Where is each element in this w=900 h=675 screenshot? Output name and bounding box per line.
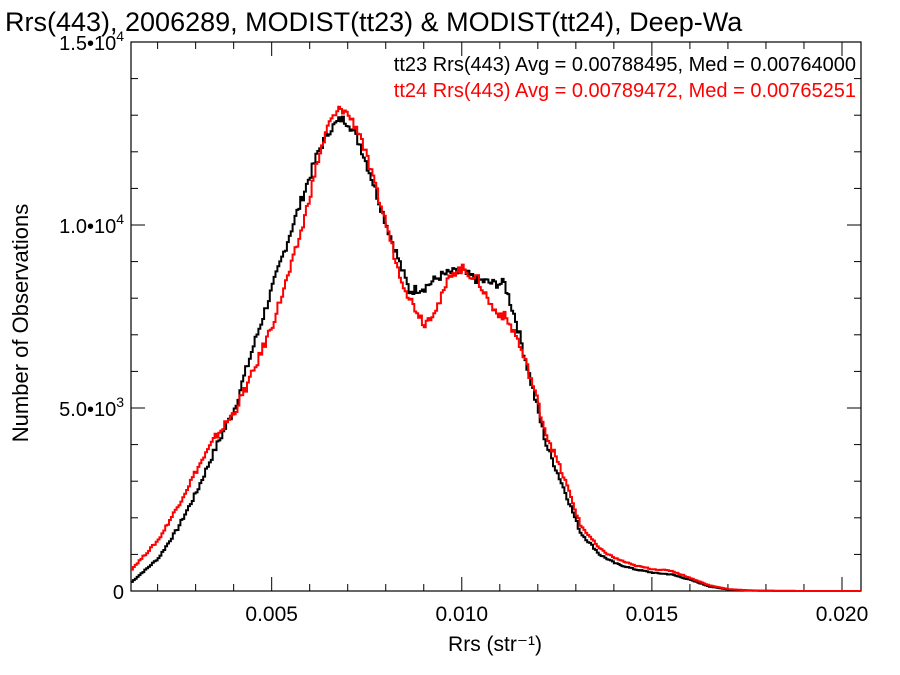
tick-labels: 0.005 0.010 0.015 0.020 0 5.0•103 1.0•104 1.5•1… — [59, 28, 868, 626]
y-tick-label: 0 — [113, 582, 124, 604]
series-layer — [131, 105, 861, 592]
x-tick-label: 0.005 — [245, 603, 298, 626]
plot-area — [130, 41, 862, 592]
series-line-tt23 — [131, 115, 861, 592]
y-tick-label: 1.5•104 — [59, 28, 124, 55]
x-axis-label: Rrs (str⁻¹) — [448, 633, 542, 656]
plot-frame — [130, 41, 862, 592]
x-tick-label: 0.020 — [816, 603, 869, 626]
y-axis-label: Number of Observations — [8, 204, 33, 442]
chart-title: Rrs(443), 2006289, MODIST(tt23) & MODIST… — [5, 7, 743, 37]
y-tick-label: 5.0•103 — [59, 394, 124, 421]
legend-entry-tt23: tt23 Rrs(443) Avg = 0.00788495, Med = 0.… — [394, 54, 856, 76]
series-line-tt24 — [131, 105, 861, 592]
x-tick-label: 0.010 — [436, 603, 489, 626]
legend-entry-tt24: tt24 Rrs(443) Avg = 0.00789472, Med = 0.… — [394, 80, 856, 102]
x-tick-label: 0.015 — [626, 603, 679, 626]
axis-ticks — [131, 41, 861, 592]
y-tick-label: 1.0•104 — [59, 211, 124, 238]
